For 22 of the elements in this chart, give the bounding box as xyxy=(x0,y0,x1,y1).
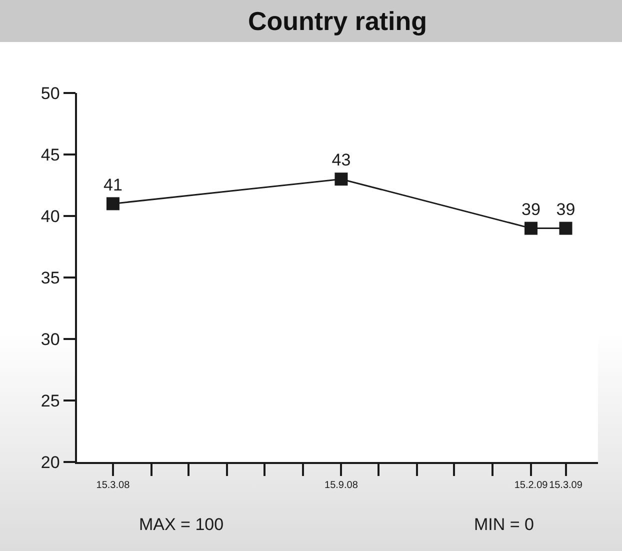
point xyxy=(106,197,120,210)
y-tick-label: 50 xyxy=(40,84,60,103)
data-label: 39 xyxy=(556,200,576,219)
point xyxy=(524,222,538,235)
y-tick-label: 45 xyxy=(40,145,60,164)
y-tick-label: 20 xyxy=(40,452,60,472)
data-label: 41 xyxy=(104,175,122,194)
data-label: 39 xyxy=(522,200,540,219)
x-tick-label: 15.9.08 xyxy=(324,480,358,491)
point xyxy=(559,222,572,235)
chart-title: Country rating xyxy=(248,6,428,36)
y-tick-label: 30 xyxy=(40,330,60,349)
y-tick-label: 35 xyxy=(40,268,60,288)
x-tick-label: 15.3.08 xyxy=(96,480,130,491)
x-tick-label: 15.3.09 xyxy=(549,480,583,491)
text: MIN = 0 xyxy=(474,515,534,534)
point xyxy=(334,172,348,186)
data-label: 43 xyxy=(332,150,351,170)
x-tick-label: 15.2.09 xyxy=(514,480,548,491)
y-tick-label: 40 xyxy=(40,206,60,226)
text: MAX = 100 xyxy=(139,515,224,534)
y-tick-label: 25 xyxy=(40,391,60,410)
